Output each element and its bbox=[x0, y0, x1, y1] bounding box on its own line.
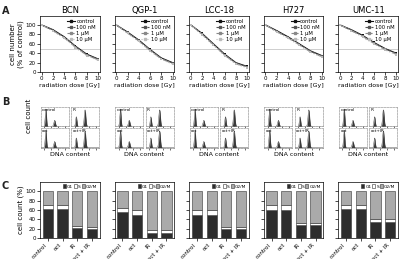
X-axis label: radiation dose [Gy]: radiation dose [Gy] bbox=[114, 83, 175, 88]
Bar bbox=[341, 191, 351, 205]
Bar bbox=[385, 191, 395, 219]
Bar bbox=[43, 208, 53, 238]
Bar bbox=[310, 191, 321, 223]
Bar bbox=[296, 191, 306, 223]
Bar bbox=[310, 225, 321, 238]
Bar bbox=[161, 230, 172, 233]
Y-axis label: cell count (%): cell count (%) bbox=[18, 186, 24, 234]
Bar bbox=[266, 205, 277, 210]
Bar bbox=[117, 212, 128, 238]
Legend: G1, S, G2/M: G1, S, G2/M bbox=[286, 184, 321, 189]
Bar bbox=[72, 191, 82, 226]
Bar bbox=[356, 205, 366, 209]
Bar bbox=[87, 229, 97, 238]
Bar bbox=[206, 210, 217, 215]
Bar bbox=[221, 229, 232, 238]
Legend: control, 100 nM, 1 μM, 10 μM: control, 100 nM, 1 μM, 10 μM bbox=[66, 18, 97, 43]
Bar bbox=[266, 191, 277, 205]
Bar bbox=[57, 191, 68, 205]
Title: UMC-11: UMC-11 bbox=[352, 6, 384, 15]
Bar bbox=[385, 222, 395, 238]
Y-axis label: cell number
(% of control): cell number (% of control) bbox=[10, 20, 24, 68]
Bar bbox=[87, 227, 97, 229]
X-axis label: radiation dose [Gy]: radiation dose [Gy] bbox=[189, 83, 249, 88]
Text: cell count: cell count bbox=[26, 99, 32, 133]
Bar bbox=[236, 191, 246, 227]
Text: DNA content: DNA content bbox=[124, 152, 164, 157]
Bar bbox=[43, 191, 53, 205]
Legend: control, 100 nM, 1 μM, 10 μM: control, 100 nM, 1 μM, 10 μM bbox=[140, 18, 172, 43]
Bar bbox=[370, 191, 381, 219]
X-axis label: radiation dose [Gy]: radiation dose [Gy] bbox=[40, 83, 100, 88]
Bar bbox=[43, 205, 53, 208]
Bar bbox=[192, 210, 202, 215]
Text: B: B bbox=[2, 97, 9, 107]
Bar bbox=[57, 209, 68, 238]
Bar bbox=[221, 191, 232, 227]
Bar bbox=[57, 205, 68, 209]
Bar bbox=[236, 229, 246, 238]
Bar bbox=[296, 223, 306, 225]
Bar bbox=[206, 191, 217, 210]
Legend: G1, S, G2/M: G1, S, G2/M bbox=[137, 184, 172, 189]
Bar bbox=[161, 191, 172, 230]
Title: QGP-1: QGP-1 bbox=[131, 6, 158, 15]
Bar bbox=[370, 222, 381, 238]
Bar bbox=[87, 191, 97, 227]
Bar bbox=[341, 205, 351, 209]
Bar bbox=[356, 209, 366, 238]
Legend: control, 100 nM, 1 μM, 10 μM: control, 100 nM, 1 μM, 10 μM bbox=[215, 18, 246, 43]
Bar bbox=[341, 209, 351, 238]
Legend: control, 100 nM, 1 μM, 10 μM: control, 100 nM, 1 μM, 10 μM bbox=[290, 18, 321, 43]
Bar bbox=[161, 233, 172, 238]
Bar bbox=[117, 208, 128, 212]
Bar bbox=[266, 210, 277, 238]
Bar bbox=[132, 215, 142, 238]
Text: A: A bbox=[2, 6, 10, 17]
Title: BCN: BCN bbox=[61, 6, 79, 15]
Bar bbox=[117, 191, 128, 208]
Bar bbox=[310, 223, 321, 225]
Bar bbox=[356, 191, 366, 205]
Legend: control, 100 nM, 1 μM, 10 μM: control, 100 nM, 1 μM, 10 μM bbox=[364, 18, 395, 43]
X-axis label: radiation dose [Gy]: radiation dose [Gy] bbox=[263, 83, 324, 88]
Bar bbox=[370, 219, 381, 222]
Bar bbox=[132, 210, 142, 215]
Bar bbox=[296, 225, 306, 238]
Bar bbox=[72, 228, 82, 238]
Title: H727: H727 bbox=[282, 6, 305, 15]
Bar bbox=[385, 219, 395, 222]
Bar bbox=[236, 227, 246, 229]
Bar bbox=[206, 215, 217, 238]
Text: C: C bbox=[2, 181, 9, 191]
X-axis label: radiation dose [Gy]: radiation dose [Gy] bbox=[338, 83, 398, 88]
Bar bbox=[281, 191, 291, 205]
Bar bbox=[281, 205, 291, 210]
Bar bbox=[72, 226, 82, 228]
Bar bbox=[221, 227, 232, 229]
Bar bbox=[147, 230, 157, 233]
Text: DNA content: DNA content bbox=[199, 152, 239, 157]
Legend: G1, S, G2/M: G1, S, G2/M bbox=[361, 184, 396, 189]
Text: DNA content: DNA content bbox=[348, 152, 388, 157]
Bar bbox=[192, 191, 202, 210]
Bar bbox=[147, 191, 157, 230]
Text: DNA content: DNA content bbox=[274, 152, 314, 157]
Bar bbox=[281, 210, 291, 238]
Title: LCC-18: LCC-18 bbox=[204, 6, 234, 15]
Text: DNA content: DNA content bbox=[50, 152, 90, 157]
Bar bbox=[192, 215, 202, 238]
Bar bbox=[147, 233, 157, 238]
Legend: G1, S, G2/M: G1, S, G2/M bbox=[212, 184, 247, 189]
Legend: G1, S, G2/M: G1, S, G2/M bbox=[62, 184, 98, 189]
Bar bbox=[132, 191, 142, 210]
